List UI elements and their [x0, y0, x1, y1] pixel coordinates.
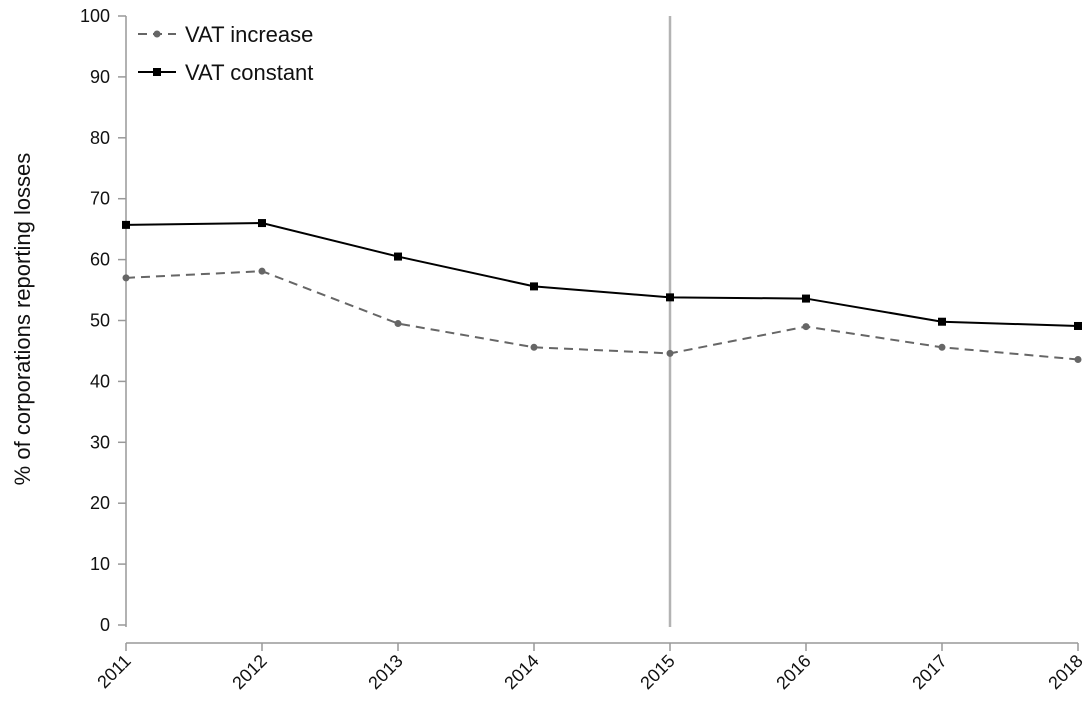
data-point — [258, 267, 266, 275]
legend: VAT increase VAT constant — [138, 22, 313, 85]
data-point — [530, 282, 538, 291]
y-tick-label: 70 — [90, 189, 110, 209]
data-point — [530, 343, 538, 351]
y-tick-label: 10 — [90, 554, 110, 574]
data-point — [802, 294, 810, 303]
y-tick-label: 100 — [80, 6, 110, 26]
data-point — [1074, 321, 1082, 330]
data-point — [1074, 355, 1082, 363]
series-line — [125, 270, 1079, 361]
x-tick-label: 2015 — [636, 651, 678, 693]
y-tick-label: 30 — [90, 432, 110, 452]
x-tick-label: 2018 — [1044, 651, 1086, 693]
y-tick-label: 60 — [90, 250, 110, 270]
x-tick-label: 2012 — [228, 651, 270, 693]
data-point — [258, 219, 266, 228]
axes — [125, 16, 1078, 644]
y-axis-title: % of corporations reporting losses — [10, 153, 35, 486]
x-tick-label: 2013 — [364, 651, 406, 693]
series-line — [125, 222, 1079, 327]
y-tick-label: 20 — [90, 493, 110, 513]
legend-label: VAT constant — [185, 60, 313, 85]
data-point — [938, 343, 946, 351]
data-point — [122, 220, 130, 229]
legend-label: VAT increase — [185, 22, 313, 47]
data-point — [394, 320, 402, 328]
data-point — [394, 252, 402, 261]
legend-marker — [153, 30, 161, 38]
data-point — [802, 323, 810, 331]
legend-marker — [153, 68, 161, 76]
data-point — [666, 293, 674, 302]
y-tick-label: 50 — [90, 311, 110, 331]
y-ticks: 0 10 20 30 40 50 60 70 80 90 100 — [80, 6, 126, 635]
series — [122, 219, 1082, 363]
y-tick-label: 40 — [90, 371, 110, 391]
x-tick-label: 2017 — [908, 651, 950, 693]
x-ticks: 2011 2012 2013 2014 2015 2016 2017 2018 — [93, 643, 1087, 693]
y-tick-label: 80 — [90, 128, 110, 148]
y-tick-label: 90 — [90, 67, 110, 87]
data-point — [666, 349, 674, 357]
x-tick-label: 2014 — [500, 651, 542, 693]
data-point — [122, 274, 130, 282]
x-tick-label: 2016 — [772, 651, 814, 693]
y-tick-label: 0 — [100, 615, 110, 635]
x-tick-label: 2011 — [93, 651, 135, 693]
data-point — [938, 317, 946, 326]
